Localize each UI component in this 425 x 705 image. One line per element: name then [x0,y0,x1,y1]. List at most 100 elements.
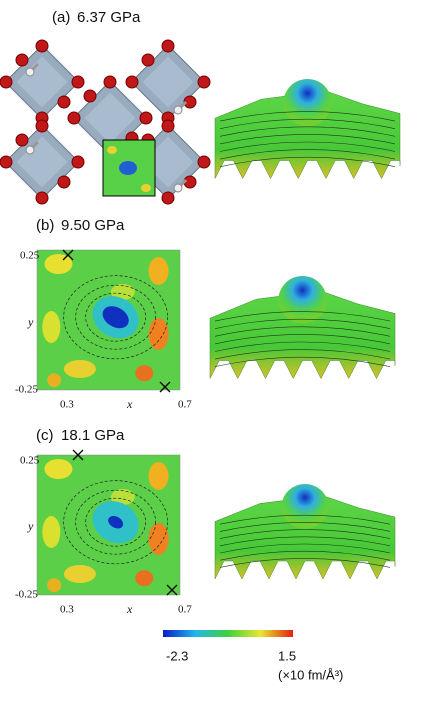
surface-contour [214,326,391,337]
x-axis-label: x [126,602,133,616]
oxygen-atom [57,95,71,109]
surface-plot [209,276,396,380]
oxygen-atom [15,133,29,147]
map-blob [102,306,129,329]
surface-contour [214,318,391,329]
map-frame [36,249,181,391]
surface-contour [219,529,391,539]
map-blob [44,254,73,274]
surface-contour [219,126,396,137]
y-tick-label: -0.25 [15,384,38,396]
y-tick-label: 0.25 [20,455,40,467]
map-blob [148,257,169,285]
oxygen-atom [35,39,49,53]
oxygen-atom [197,155,211,169]
surface-contour [219,149,396,160]
surface-contour [219,118,396,129]
density-map [36,249,181,391]
map-blob [148,462,169,490]
surface-contour [219,550,391,561]
map-blob [42,516,61,548]
oxygen-atom [103,75,117,89]
oxygen-atom [83,89,97,103]
map-blob [42,311,61,343]
map-blob [47,578,62,593]
contour [63,275,169,360]
surface-contour [214,334,391,345]
oxygen-atom [35,119,49,133]
oxygen-atom [35,191,49,205]
colorbar-max: 1.5 [278,648,296,663]
map-blob [108,515,124,529]
cross-marker [62,249,74,261]
hydrogen-atom [25,67,35,77]
map-blob [47,373,62,388]
oxygen-atom [197,75,211,89]
map-blob [148,318,169,350]
y-tick-label: 0.25 [20,250,40,262]
contour [63,480,169,565]
oxygen-atom [57,175,71,189]
surface [214,486,396,580]
map-frame [36,454,181,596]
cross-marker [166,584,178,596]
surface-contour [219,514,391,525]
hydrogen-atom [173,183,183,193]
oxygen-atom [161,39,175,53]
oxygen-atom [15,53,29,67]
map-blob [63,360,96,378]
surface-contour [214,341,391,352]
map-blob [135,570,154,587]
y-axis-label: y [27,519,34,533]
contour [75,489,157,555]
inset-map [102,139,156,197]
surface-contour [219,156,396,167]
oxygen-atom [71,75,85,89]
map-blob [63,565,96,583]
oxygen-atom [0,155,13,169]
surface-contour [219,111,396,122]
surface-contour [219,558,391,568]
map-blob [44,459,73,479]
surface-plot [214,79,401,180]
surface-contour [219,522,391,532]
surface-peak [281,484,329,529]
surface [214,82,401,180]
panel-pressure: 6.37 GPa [77,9,141,26]
surface-contour [219,536,391,547]
surface-contour [214,356,391,367]
x-tick-label: 0.3 [60,399,74,411]
panel-pressure: 18.1 GPa [61,427,125,444]
y-axis-label: y [27,315,34,329]
cross-marker [159,381,171,393]
surface-peak [283,79,332,127]
inset-blob [107,146,117,154]
surface [209,276,396,380]
surface-contour [219,141,396,152]
x-axis-label: x [126,397,133,411]
colorbar-min: -2.3 [166,648,188,663]
cross-marker [72,449,84,461]
x-tick-label: 0.7 [178,604,192,616]
inset-blob [119,161,137,175]
map-blob [148,523,169,555]
contour [85,497,147,547]
surface-contour [214,349,391,360]
hydrogen-atom [173,105,183,115]
oxygen-atom [0,75,13,89]
surface-contour [219,134,396,145]
surface-plot [214,484,396,580]
contour [85,292,147,342]
panel-label: (a) [52,9,70,26]
oxygen-atom [71,155,85,169]
inset-blob [141,184,151,192]
panel-pressure: 9.50 GPa [61,217,125,234]
surface-contour [219,543,391,554]
y-tick-label: -0.25 [15,589,38,601]
oxygen-atom [125,75,139,89]
panel-label: (b) [36,217,54,234]
octahedron-face [84,92,136,144]
surface-contour [214,311,391,322]
